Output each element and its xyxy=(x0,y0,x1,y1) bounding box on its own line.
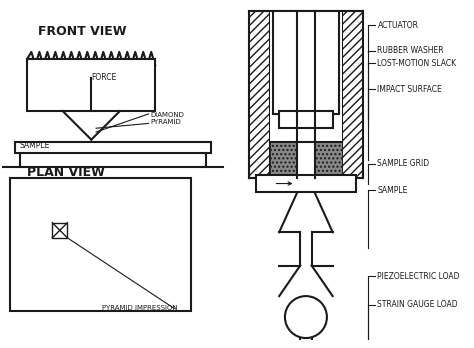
Text: RUBBER WASHER: RUBBER WASHER xyxy=(377,46,444,55)
Text: LOST-MOTION SLACK: LOST-MOTION SLACK xyxy=(377,59,456,68)
Text: FRONT VIEW: FRONT VIEW xyxy=(37,25,126,38)
Text: FORCE: FORCE xyxy=(91,73,117,82)
Text: PIEZOELECTRIC LOAD: PIEZOELECTRIC LOAD xyxy=(377,271,460,280)
Bar xyxy=(52,223,67,238)
Bar xyxy=(249,11,270,178)
Text: PYRAMID IMPRESSION: PYRAMID IMPRESSION xyxy=(101,305,177,311)
Text: PLAN VIEW: PLAN VIEW xyxy=(27,166,104,179)
Text: SAMPLE: SAMPLE xyxy=(20,141,50,150)
Bar xyxy=(15,142,210,153)
Text: ACTUATOR: ACTUATOR xyxy=(377,21,419,30)
Text: STRAIN GAUGE LOAD: STRAIN GAUGE LOAD xyxy=(377,300,458,309)
Bar xyxy=(279,111,333,128)
Text: IMPACT SURFACE: IMPACT SURFACE xyxy=(377,85,442,94)
Text: SAMPLE GRID: SAMPLE GRID xyxy=(377,159,429,168)
Circle shape xyxy=(285,296,327,338)
Bar xyxy=(270,142,297,178)
Bar xyxy=(27,58,155,111)
Bar xyxy=(315,142,342,178)
Bar xyxy=(273,11,339,114)
Bar xyxy=(270,11,342,178)
Text: DIAMOND
PYRAMID: DIAMOND PYRAMID xyxy=(150,112,184,125)
Bar xyxy=(256,175,356,192)
Text: SAMPLE: SAMPLE xyxy=(377,186,408,195)
Bar xyxy=(10,178,191,311)
Bar xyxy=(342,11,363,178)
